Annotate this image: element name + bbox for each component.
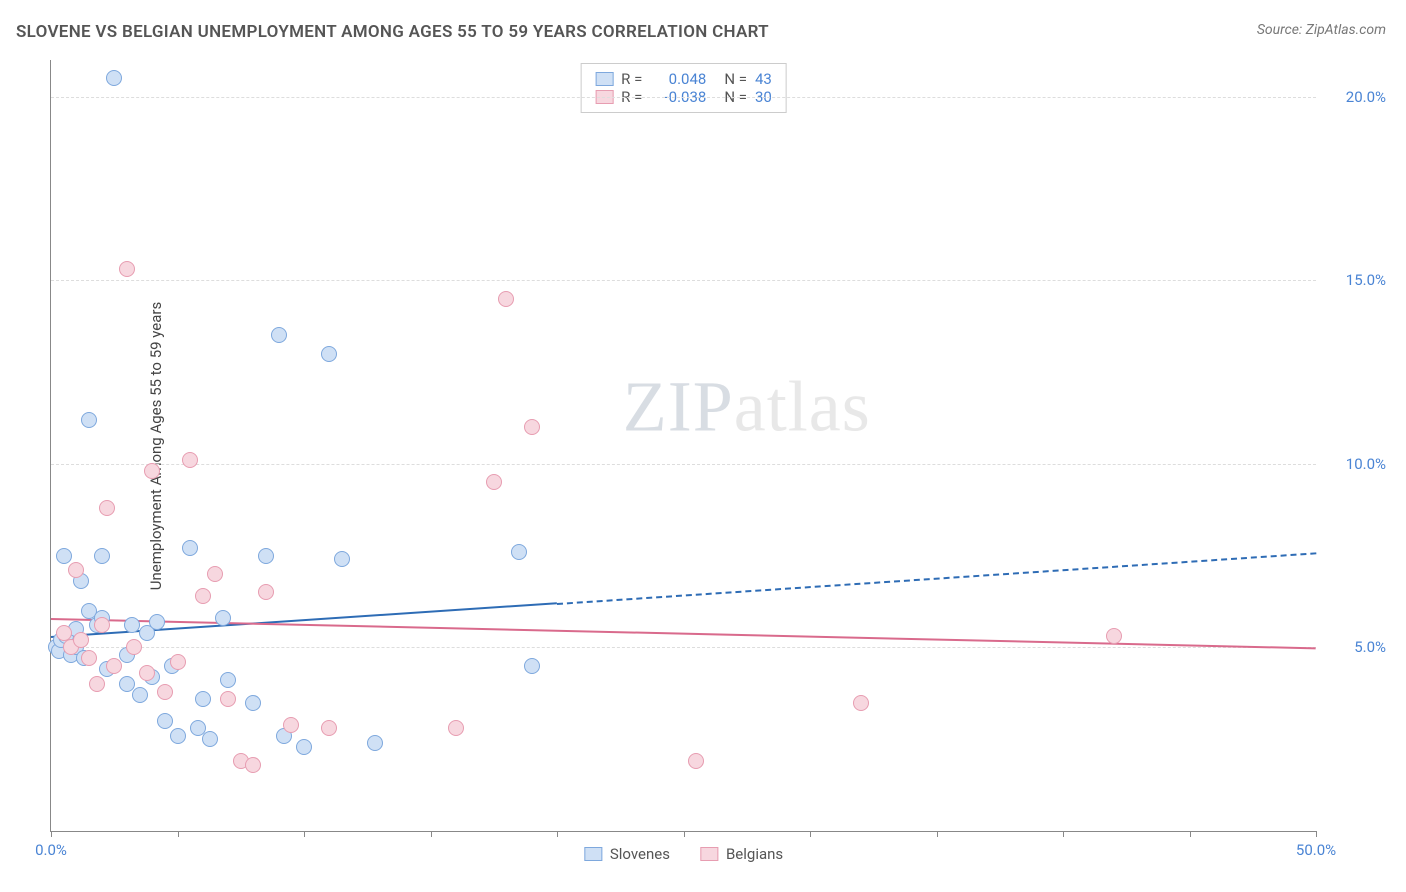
legend-swatch — [595, 72, 613, 86]
data-point — [1106, 628, 1122, 644]
data-point — [195, 691, 211, 707]
data-point — [524, 419, 540, 435]
grid-line — [51, 97, 1316, 98]
data-point — [296, 739, 312, 755]
data-point — [126, 639, 142, 655]
data-point — [511, 544, 527, 560]
data-point — [144, 463, 160, 479]
data-point — [106, 70, 122, 86]
trend-line — [51, 618, 1316, 649]
legend-swatch — [700, 847, 718, 861]
data-point — [215, 610, 231, 626]
grid-line — [51, 464, 1316, 465]
data-point — [367, 735, 383, 751]
series-legend-item: Belgians — [700, 845, 783, 863]
data-point — [157, 713, 173, 729]
data-point — [89, 676, 105, 692]
data-point — [283, 717, 299, 733]
y-tick-label: 15.0% — [1326, 271, 1386, 289]
data-point — [56, 548, 72, 564]
trend-line — [557, 552, 1316, 605]
y-tick-label: 20.0% — [1326, 88, 1386, 106]
data-point — [81, 412, 97, 428]
series-name: Belgians — [726, 845, 783, 863]
data-point — [106, 658, 122, 674]
x-tick — [178, 831, 179, 837]
data-point — [321, 346, 337, 362]
data-point — [149, 614, 165, 630]
data-point — [258, 584, 274, 600]
data-point — [524, 658, 540, 674]
x-tick — [557, 831, 558, 837]
data-point — [99, 500, 115, 516]
data-point — [124, 617, 140, 633]
series-legend-item: Slovenes — [584, 845, 670, 863]
x-tick — [684, 831, 685, 837]
data-point — [94, 617, 110, 633]
x-tick — [51, 831, 52, 837]
n-label: N = — [724, 70, 747, 88]
correlation-legend: R =0.048N =43R =-0.038N =30 — [580, 63, 787, 113]
n-value: 43 — [755, 70, 772, 88]
x-tick — [1316, 831, 1317, 837]
data-point — [73, 632, 89, 648]
data-point — [245, 695, 261, 711]
x-tick — [937, 831, 938, 837]
data-point — [220, 672, 236, 688]
series-name: Slovenes — [610, 845, 670, 863]
legend-swatch — [584, 847, 602, 861]
series-legend: Slovenes Belgians — [584, 845, 783, 863]
watermark-atlas: atlas — [734, 366, 871, 446]
y-tick-label: 10.0% — [1326, 455, 1386, 473]
x-tick — [304, 831, 305, 837]
data-point — [486, 474, 502, 490]
data-point — [498, 291, 514, 307]
plot-area: ZIPatlas R =0.048N =43R =-0.038N =30 Slo… — [50, 60, 1316, 832]
watermark-zip: ZIP — [623, 366, 734, 446]
data-point — [182, 540, 198, 556]
data-point — [81, 650, 97, 666]
data-point — [853, 695, 869, 711]
x-tick — [431, 831, 432, 837]
data-point — [321, 720, 337, 736]
data-point — [334, 551, 350, 567]
r-value: 0.048 — [650, 70, 706, 88]
x-tick — [1190, 831, 1191, 837]
data-point — [94, 548, 110, 564]
data-point — [157, 684, 173, 700]
data-point — [448, 720, 464, 736]
data-point — [258, 548, 274, 564]
data-point — [245, 757, 261, 773]
data-point — [68, 562, 84, 578]
y-tick-label: 5.0% — [1326, 638, 1386, 656]
data-point — [271, 327, 287, 343]
chart-title: SLOVENE VS BELGIAN UNEMPLOYMENT AMONG AG… — [16, 22, 769, 42]
r-label: R = — [621, 70, 642, 88]
x-tick-label: 50.0% — [1296, 841, 1336, 859]
data-point — [207, 566, 223, 582]
data-point — [202, 731, 218, 747]
data-point — [170, 728, 186, 744]
grid-line — [51, 647, 1316, 648]
x-tick — [810, 831, 811, 837]
grid-line — [51, 280, 1316, 281]
data-point — [220, 691, 236, 707]
data-point — [182, 452, 198, 468]
data-point — [170, 654, 186, 670]
legend-row: R = 0.048 N = 43 — [595, 70, 772, 88]
data-point — [119, 261, 135, 277]
data-point — [195, 588, 211, 604]
data-point — [688, 753, 704, 769]
data-point — [56, 625, 72, 641]
data-point — [139, 665, 155, 681]
x-tick-label: 0.0% — [35, 841, 67, 859]
data-point — [132, 687, 148, 703]
x-tick — [1063, 831, 1064, 837]
source-label: Source: ZipAtlas.com — [1257, 22, 1386, 38]
watermark: ZIPatlas — [623, 365, 871, 448]
